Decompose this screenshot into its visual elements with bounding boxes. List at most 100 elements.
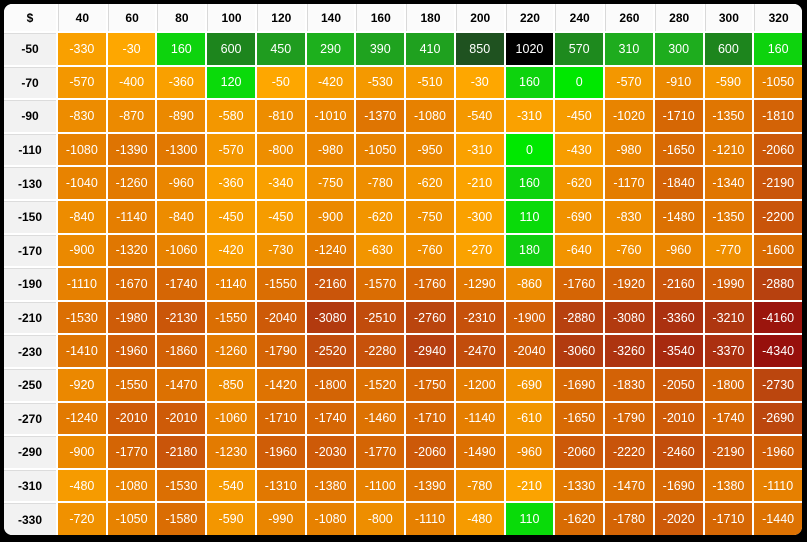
heatmap-cell[interactable]: -340 xyxy=(256,167,305,199)
heatmap-cell[interactable]: -430 xyxy=(555,133,604,166)
heatmap-cell[interactable]: -1410 xyxy=(58,335,106,367)
heatmap-cell[interactable]: -800 xyxy=(356,503,405,535)
heatmap-cell[interactable]: -510 xyxy=(406,66,454,99)
heatmap-cell[interactable]: -450 xyxy=(256,201,305,233)
heatmap-cell[interactable]: -690 xyxy=(505,369,554,401)
heatmap-cell[interactable]: -780 xyxy=(455,469,504,502)
heatmap-cell[interactable]: -3540 xyxy=(654,335,703,367)
heatmap-cell[interactable]: 450 xyxy=(256,33,305,65)
heatmap-cell[interactable]: -1790 xyxy=(256,335,305,367)
heatmap-cell[interactable]: -960 xyxy=(505,436,554,468)
heatmap-cell[interactable]: -480 xyxy=(455,503,504,535)
heatmap-cell[interactable]: -1740 xyxy=(306,402,355,435)
heatmap-cell[interactable]: -1760 xyxy=(555,268,604,300)
heatmap-cell[interactable]: -2040 xyxy=(505,335,554,367)
heatmap-cell[interactable]: -1040 xyxy=(58,167,106,199)
heatmap-cell[interactable]: -2010 xyxy=(654,402,703,435)
heatmap-cell[interactable]: -1900 xyxy=(505,301,554,334)
heatmap-cell[interactable]: -630 xyxy=(356,234,405,267)
heatmap-cell[interactable]: 600 xyxy=(704,33,753,65)
heatmap-cell[interactable]: -1140 xyxy=(207,268,255,300)
heatmap-cell[interactable]: -1470 xyxy=(605,469,653,502)
heatmap-cell[interactable]: -1230 xyxy=(207,436,255,468)
heatmap-cell[interactable]: 0 xyxy=(555,66,604,99)
heatmap-cell[interactable]: -2040 xyxy=(256,301,305,334)
heatmap-cell[interactable]: 160 xyxy=(754,33,802,65)
heatmap-cell[interactable]: -3260 xyxy=(605,335,653,367)
heatmap-cell[interactable]: -4160 xyxy=(754,301,802,334)
heatmap-cell[interactable]: 300 xyxy=(654,33,703,65)
heatmap-cell[interactable]: -1420 xyxy=(256,369,305,401)
heatmap-cell[interactable]: 120 xyxy=(207,66,255,99)
heatmap-cell[interactable]: -2020 xyxy=(654,503,703,535)
heatmap-cell[interactable]: -2690 xyxy=(754,402,802,435)
heatmap-cell[interactable]: -1240 xyxy=(58,402,106,435)
heatmap-cell[interactable]: -3060 xyxy=(555,335,604,367)
heatmap-cell[interactable]: 310 xyxy=(605,33,653,65)
heatmap-cell[interactable]: -1110 xyxy=(754,469,802,502)
heatmap-cell[interactable]: -1330 xyxy=(555,469,604,502)
heatmap-cell[interactable]: -1080 xyxy=(58,133,106,166)
heatmap-cell[interactable]: -950 xyxy=(406,133,454,166)
heatmap-cell[interactable]: -1020 xyxy=(605,100,653,132)
heatmap-cell[interactable]: -1740 xyxy=(157,268,206,300)
heatmap-cell[interactable]: -3080 xyxy=(306,301,355,334)
heatmap-cell[interactable]: -2060 xyxy=(754,133,802,166)
heatmap-cell[interactable]: -920 xyxy=(58,369,106,401)
heatmap-cell[interactable]: -30 xyxy=(455,66,504,99)
heatmap-cell[interactable]: -330 xyxy=(58,33,106,65)
heatmap-cell[interactable]: -620 xyxy=(356,201,405,233)
heatmap-cell[interactable]: -2180 xyxy=(157,436,206,468)
heatmap-cell[interactable]: -1800 xyxy=(306,369,355,401)
heatmap-cell[interactable]: -900 xyxy=(58,234,106,267)
heatmap-cell[interactable]: 110 xyxy=(505,201,554,233)
heatmap-cell[interactable]: -1980 xyxy=(107,301,156,334)
heatmap-cell[interactable]: -1800 xyxy=(704,369,753,401)
heatmap-cell[interactable]: -1550 xyxy=(207,301,255,334)
heatmap-cell[interactable]: -1240 xyxy=(306,234,355,267)
heatmap-cell[interactable]: -620 xyxy=(406,167,454,199)
heatmap-cell[interactable]: -1670 xyxy=(107,268,156,300)
heatmap-cell[interactable]: -360 xyxy=(157,66,206,99)
heatmap-cell[interactable]: -1960 xyxy=(107,335,156,367)
heatmap-cell[interactable]: -1080 xyxy=(406,100,454,132)
heatmap-cell[interactable]: -2200 xyxy=(754,201,802,233)
heatmap-cell[interactable]: -850 xyxy=(207,369,255,401)
heatmap-cell[interactable]: -1140 xyxy=(107,201,156,233)
heatmap-cell[interactable]: -830 xyxy=(58,100,106,132)
heatmap-cell[interactable]: -690 xyxy=(555,201,604,233)
heatmap-cell[interactable]: -1960 xyxy=(256,436,305,468)
heatmap-cell[interactable]: -3370 xyxy=(704,335,753,367)
heatmap-cell[interactable]: -2010 xyxy=(107,402,156,435)
heatmap-cell[interactable]: -760 xyxy=(406,234,454,267)
heatmap-cell[interactable]: -870 xyxy=(107,100,156,132)
heatmap-cell[interactable]: -270 xyxy=(455,234,504,267)
heatmap-cell[interactable]: -2060 xyxy=(555,436,604,468)
heatmap-cell[interactable]: -570 xyxy=(605,66,653,99)
heatmap-cell[interactable]: -540 xyxy=(455,100,504,132)
heatmap-cell[interactable]: -1770 xyxy=(107,436,156,468)
heatmap-cell[interactable]: -2060 xyxy=(406,436,454,468)
heatmap-cell[interactable]: 180 xyxy=(505,234,554,267)
heatmap-cell[interactable]: 390 xyxy=(356,33,405,65)
heatmap-cell[interactable]: -1990 xyxy=(704,268,753,300)
heatmap-cell[interactable]: -620 xyxy=(555,167,604,199)
heatmap-cell[interactable]: -730 xyxy=(256,234,305,267)
heatmap-cell[interactable]: -310 xyxy=(455,133,504,166)
heatmap-cell[interactable]: -310 xyxy=(505,100,554,132)
heatmap-cell[interactable]: -840 xyxy=(157,201,206,233)
heatmap-cell[interactable]: -2160 xyxy=(306,268,355,300)
heatmap-cell[interactable]: -760 xyxy=(605,234,653,267)
heatmap-cell[interactable]: -2510 xyxy=(356,301,405,334)
heatmap-cell[interactable]: -1530 xyxy=(157,469,206,502)
heatmap-cell[interactable]: -1620 xyxy=(555,503,604,535)
heatmap-cell[interactable]: -2460 xyxy=(654,436,703,468)
heatmap-cell[interactable]: -30 xyxy=(107,33,156,65)
heatmap-cell[interactable]: -1570 xyxy=(356,268,405,300)
heatmap-cell[interactable]: -1110 xyxy=(406,503,454,535)
heatmap-cell[interactable]: -1260 xyxy=(107,167,156,199)
heatmap-cell[interactable]: -2160 xyxy=(654,268,703,300)
heatmap-cell[interactable]: 160 xyxy=(157,33,206,65)
heatmap-cell[interactable]: -1210 xyxy=(704,133,753,166)
heatmap-cell[interactable]: -1650 xyxy=(654,133,703,166)
